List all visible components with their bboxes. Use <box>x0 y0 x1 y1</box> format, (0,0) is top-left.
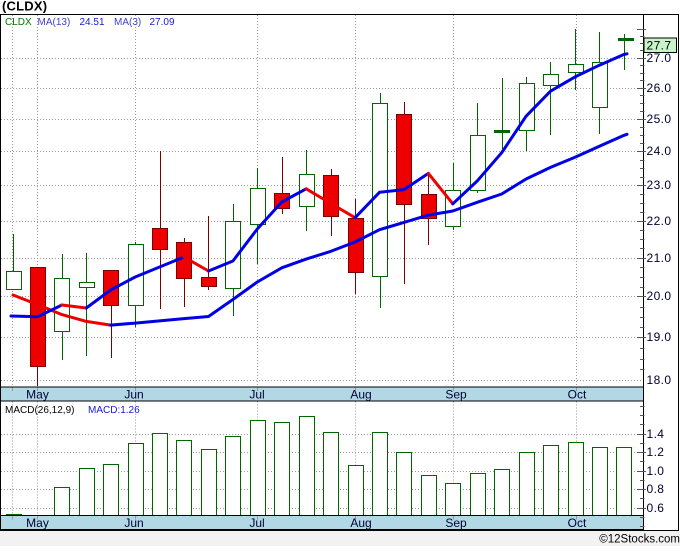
svg-text:Jul: Jul <box>249 388 264 402</box>
svg-text:MA(13): MA(13) <box>38 17 71 28</box>
svg-text:27.7: 27.7 <box>647 39 672 53</box>
svg-text:24.51: 24.51 <box>80 17 105 28</box>
svg-text:May: May <box>26 516 49 530</box>
svg-text:Jun: Jun <box>124 388 143 402</box>
svg-text:18.0: 18.0 <box>647 373 672 387</box>
svg-text:Aug: Aug <box>350 388 371 402</box>
svg-text:MA(3): MA(3) <box>114 17 141 28</box>
svg-text:1.2: 1.2 <box>647 445 665 459</box>
svg-text:24.0: 24.0 <box>647 144 672 158</box>
svg-text:Aug: Aug <box>350 516 371 530</box>
svg-text:21.0: 21.0 <box>647 251 672 265</box>
svg-text:25.0: 25.0 <box>647 112 672 126</box>
svg-text:MACD(26,12,9): MACD(26,12,9) <box>5 405 74 416</box>
svg-text:Jun: Jun <box>124 516 143 530</box>
svg-text:26.0: 26.0 <box>647 81 672 95</box>
svg-text:©12Stocks.com: ©12Stocks.com <box>599 534 680 546</box>
svg-text:MACD:1.26: MACD:1.26 <box>88 405 140 416</box>
svg-text:CLDX: CLDX <box>5 17 32 28</box>
svg-text:22.0: 22.0 <box>647 214 672 228</box>
svg-text:20.0: 20.0 <box>647 289 672 303</box>
svg-text:23.0: 23.0 <box>647 178 672 192</box>
svg-text:Oct: Oct <box>568 388 587 402</box>
svg-text:May: May <box>26 388 49 402</box>
svg-text:27.0: 27.0 <box>647 51 672 65</box>
svg-text:Sep: Sep <box>445 388 467 402</box>
svg-text:1.4: 1.4 <box>647 427 665 441</box>
svg-text:27.09: 27.09 <box>150 17 175 28</box>
svg-text:Jul: Jul <box>249 516 264 530</box>
svg-text:Oct: Oct <box>568 516 587 530</box>
svg-text:Sep: Sep <box>445 516 467 530</box>
svg-text:0.8: 0.8 <box>647 482 665 496</box>
svg-text:0.6: 0.6 <box>647 501 665 515</box>
svg-text:19.0: 19.0 <box>647 330 672 344</box>
svg-text:1.0: 1.0 <box>647 464 665 478</box>
svg-text:(CLDX): (CLDX) <box>2 0 47 14</box>
